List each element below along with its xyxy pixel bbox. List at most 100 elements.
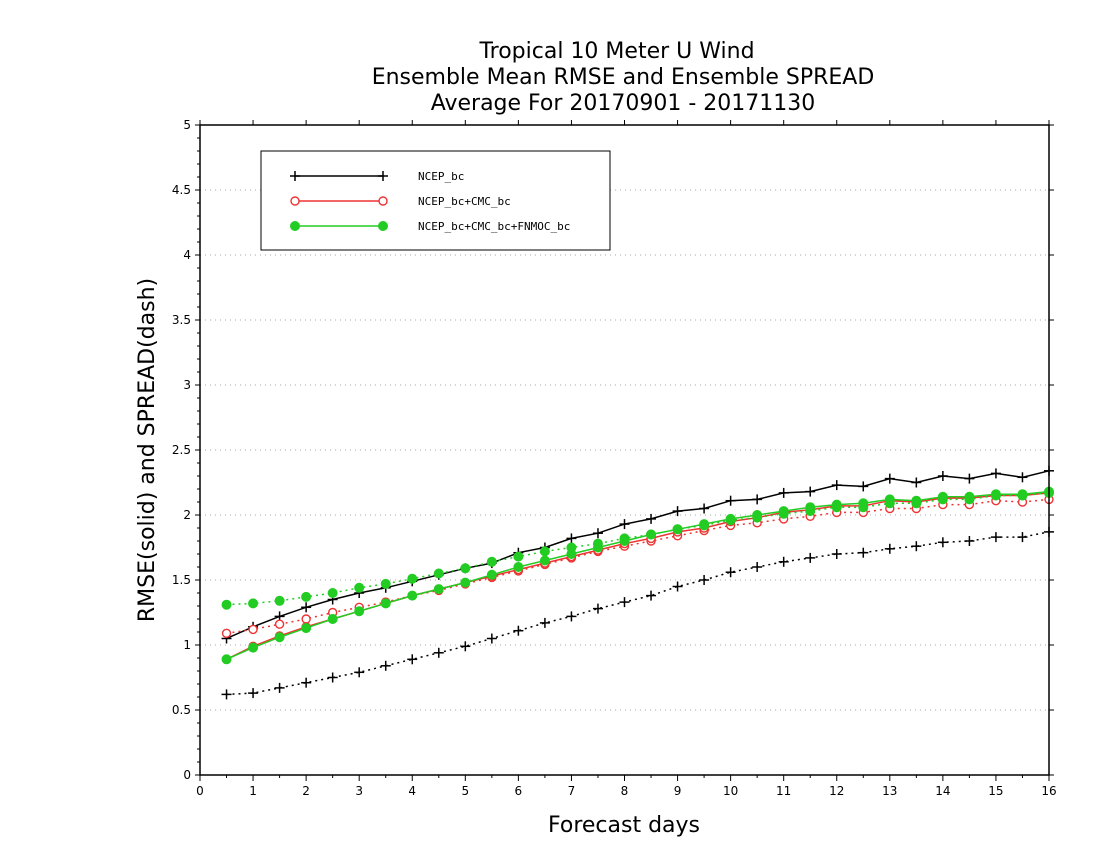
rmse-point: [274, 632, 285, 643]
rmse-point: [725, 495, 736, 506]
rmse-point: [672, 524, 683, 535]
rmse-point: [619, 519, 630, 530]
legend-marker: [290, 196, 300, 206]
chart-title-line-1: Tropical 10 Meter U Wind: [478, 39, 754, 64]
spread-point: [858, 547, 869, 558]
x-tick-label: 9: [674, 784, 682, 798]
rmse-point: [805, 486, 816, 497]
legend-entry-3: NCEP_bc+CMC_bc+FNMOC_bc: [290, 220, 570, 233]
spread-point: [248, 688, 259, 699]
spread-point: [805, 552, 816, 563]
spread-point: [433, 647, 444, 658]
x-tick-label: 12: [829, 784, 844, 798]
rmse-point: [327, 614, 338, 624]
rmse-point: [858, 481, 869, 492]
y-axis-label: RMSE(solid) and SPREAD(dash): [135, 278, 160, 622]
x-axis-label: Forecast days: [548, 813, 700, 838]
x-tick-label: 0: [196, 784, 204, 798]
spread-point: [592, 603, 603, 614]
x-tick-label: 16: [1041, 784, 1056, 798]
spread-point: [911, 541, 922, 552]
y-tick-label: 3: [183, 378, 191, 392]
rmse-point: [937, 471, 948, 481]
spread-point: [380, 578, 391, 589]
spread-point: [407, 573, 418, 584]
spread-point: [486, 556, 497, 567]
rmse-point: [566, 533, 577, 544]
rmse-point: [380, 598, 391, 609]
rmse-point: [884, 494, 895, 505]
y-tick-label: 2.5: [172, 443, 191, 457]
legend-label: NCEP_bc+CMC_bc: [418, 195, 511, 208]
rmse-point: [990, 489, 1001, 500]
rmse-point: [301, 623, 312, 634]
rmse-point: [778, 487, 789, 498]
rmse-point: [752, 494, 763, 505]
spread-point: [460, 641, 471, 652]
rmse-point: [725, 513, 736, 524]
rmse-point: [778, 506, 789, 517]
spread-line: [226, 531, 1050, 696]
spread-point: [672, 581, 683, 592]
rmse-point: [831, 499, 842, 510]
spread-point: [407, 654, 418, 665]
rmse-point: [592, 528, 603, 539]
rmse-point: [699, 503, 710, 514]
spread-point: [301, 677, 312, 688]
spread-point: [1017, 532, 1028, 543]
series-layer: [221, 465, 1054, 700]
rmse-point: [1017, 489, 1028, 500]
rmse-line: [226, 490, 1050, 660]
rmse-point: [937, 491, 948, 502]
legend-marker: [378, 171, 388, 181]
spread-point: [221, 628, 232, 638]
y-tick-label: 1: [183, 638, 191, 652]
rmse-point: [1017, 472, 1028, 483]
spread-point: [248, 598, 259, 609]
spread-point: [513, 551, 524, 562]
x-tick-label: 4: [408, 784, 416, 798]
spread-point: [221, 599, 232, 610]
rmse-point: [646, 529, 657, 540]
legend-label: NCEP_bc+CMC_bc+FNMOC_bc: [418, 220, 570, 233]
rmse-point: [566, 549, 577, 559]
y-tick-label: 0: [183, 768, 191, 782]
legend-marker: [290, 171, 300, 181]
rmse-point: [964, 491, 975, 502]
x-tick-label: 7: [568, 784, 576, 798]
spread-point: [778, 556, 789, 567]
spread-point: [274, 619, 285, 629]
spread-point: [248, 624, 258, 635]
legend-marker: [378, 221, 388, 231]
y-tick-label: 3.5: [172, 313, 191, 327]
y-tick-label: 4: [183, 248, 191, 262]
rmse-point: [672, 506, 683, 517]
spread-point: [752, 562, 763, 572]
rmse-point: [407, 590, 418, 601]
rmse-point: [619, 536, 630, 546]
rmse-point: [831, 480, 842, 491]
spread-point: [433, 568, 444, 579]
rmse-point: [513, 562, 524, 572]
spread-point: [646, 590, 657, 601]
y-tick-label: 0.5: [172, 703, 191, 717]
rmse-point: [964, 473, 975, 484]
x-tick-label: 2: [302, 784, 310, 798]
x-tick-label: 1: [249, 784, 257, 798]
legend-marker: [290, 221, 300, 231]
rmse-point: [752, 510, 763, 520]
rmse-point: [248, 642, 259, 653]
legend: NCEP_bc NCEP_bc+CMC_bc NCEP_bc+CMC_bc+FNMO…: [260, 150, 611, 251]
y-tick-label: 4.5: [172, 183, 191, 197]
x-tick-label: 11: [776, 784, 791, 798]
spread-point: [964, 536, 975, 546]
spread-point: [354, 667, 365, 678]
spread-point: [539, 617, 550, 628]
spread-line: [226, 492, 1050, 606]
rmse-point: [460, 577, 471, 588]
y-tick-label: 1.5: [172, 573, 191, 587]
x-tick-label: 8: [621, 784, 629, 798]
axis-ticks: 00.511.522.533.544.550 1 2 3 4 5 6 7 8 9 10 11 12 13 1…: [172, 118, 1057, 798]
spread-point: [327, 672, 338, 683]
